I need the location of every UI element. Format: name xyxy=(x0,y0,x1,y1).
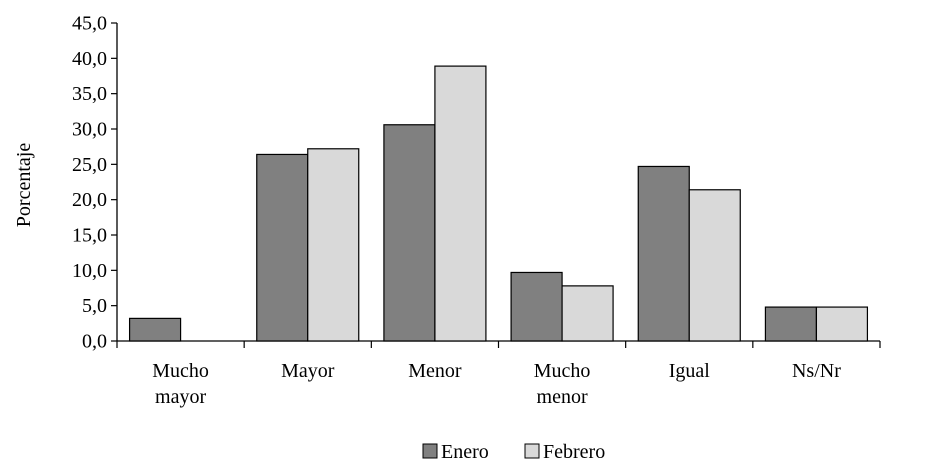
bar-febrero xyxy=(434,65,487,342)
bar-enero xyxy=(764,306,818,342)
x-tick-label: Mucho menor xyxy=(534,360,591,408)
y-tick-label: 30,0 xyxy=(72,119,107,141)
bars xyxy=(128,65,869,342)
y-axis: 0,0 5,0 10,0 15,0 20,0 25,0 30,0 35,0 40,0 45,0 xyxy=(72,13,118,353)
bar-enero xyxy=(637,165,690,342)
y-tick-label: 25,0 xyxy=(72,154,107,176)
x-tick-label: Ns/Nr xyxy=(792,360,841,382)
legend: Enero Febrero xyxy=(422,441,605,463)
x-tick-label: Mucho mayor xyxy=(152,360,209,408)
y-tick-label: 5,0 xyxy=(82,295,107,317)
x-tick-label: Menor xyxy=(408,360,462,382)
bar-enero xyxy=(128,317,182,342)
y-tick-label: 40,0 xyxy=(72,48,107,70)
bar-febrero xyxy=(307,148,360,342)
bar-enero xyxy=(510,271,563,342)
y-tick-label: 20,0 xyxy=(72,189,107,211)
bar-febrero xyxy=(815,306,869,342)
bar-enero xyxy=(256,153,309,342)
bar-febrero xyxy=(561,285,614,342)
y-tick-label: 10,0 xyxy=(72,260,107,282)
legend-swatch xyxy=(524,443,540,459)
y-tick-label: 45,0 xyxy=(72,13,107,35)
y-tick-label: 0,0 xyxy=(82,331,107,353)
y-tick-label: 35,0 xyxy=(72,83,107,105)
x-axis: Mucho mayor Mayor Menor Mucho menor Igual Ns/Nr xyxy=(116,340,881,408)
legend-label: Febrero xyxy=(543,441,605,463)
bar-febrero xyxy=(688,189,741,342)
y-tick-label: 15,0 xyxy=(72,225,107,247)
bar-enero xyxy=(383,124,436,342)
legend-label: Enero xyxy=(441,441,489,463)
legend-swatch xyxy=(422,443,438,459)
y-axis-label: Porcentaje xyxy=(13,143,35,228)
x-tick-label: Mayor xyxy=(281,360,335,382)
x-tick-label: Igual xyxy=(669,360,711,382)
